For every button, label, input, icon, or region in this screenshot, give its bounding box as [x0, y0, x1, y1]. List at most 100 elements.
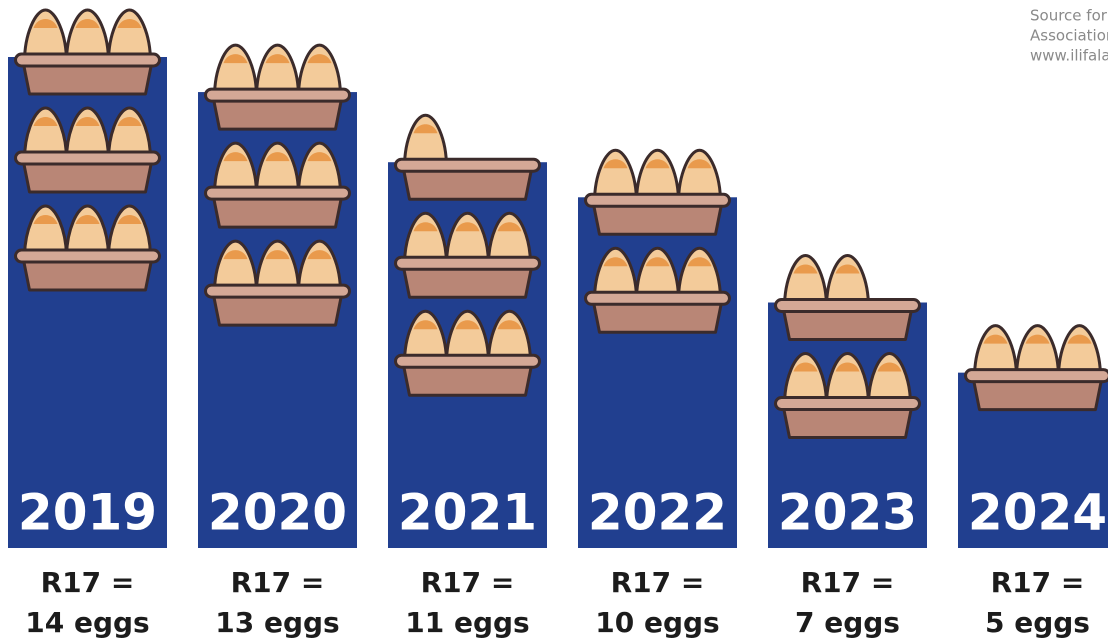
year-label: 2021: [398, 484, 537, 542]
egg-tray: [14, 8, 161, 96]
tray-body: [212, 293, 343, 327]
tray-rim: [394, 157, 541, 173]
egg-shade: [455, 222, 480, 232]
tray-rim: [204, 185, 351, 201]
egg: [634, 148, 681, 204]
egg-tray: [14, 204, 161, 292]
egg: [444, 309, 491, 365]
egg-shade: [877, 362, 902, 372]
egg: [22, 106, 69, 162]
egg-shade: [33, 215, 58, 224]
egg-tray: [964, 324, 1108, 412]
value-label: 14 eggs: [25, 606, 149, 639]
egg: [972, 324, 1019, 380]
tray-body: [402, 363, 533, 397]
egg: [22, 8, 69, 64]
year-label: 2020: [208, 484, 347, 542]
tray-body: [592, 300, 723, 334]
egg: [64, 204, 111, 260]
value-label: 11 eggs: [405, 606, 529, 639]
egg-shade: [307, 152, 332, 162]
source-line: Source for 2019-23: [1030, 7, 1108, 25]
egg-shade: [265, 54, 290, 64]
egg: [676, 246, 723, 302]
price-label: R17 =: [801, 566, 895, 599]
egg-shade: [413, 222, 438, 232]
egg-shade: [223, 54, 248, 64]
tray-body: [22, 160, 153, 194]
egg: [866, 351, 913, 407]
egg: [824, 351, 871, 407]
egg-tray: [774, 253, 921, 341]
egg: [444, 211, 491, 267]
egg: [64, 8, 111, 64]
egg-shade: [75, 117, 100, 126]
egg: [634, 246, 681, 302]
egg-shade: [307, 54, 332, 64]
price-label: R17 =: [611, 566, 705, 599]
egg-shade: [645, 159, 670, 169]
egg: [296, 239, 343, 295]
year-label: 2024: [968, 484, 1107, 542]
egg-tray: [204, 43, 351, 131]
egg-shade: [223, 250, 248, 260]
egg-shade: [1067, 334, 1092, 344]
tray-rim: [14, 248, 161, 264]
egg-shade: [33, 117, 58, 126]
tray-body: [592, 202, 723, 236]
tray-rim: [14, 52, 161, 68]
egg-shade: [835, 264, 860, 274]
egg: [254, 239, 301, 295]
price-label: R17 =: [421, 566, 515, 599]
tray-rim: [774, 298, 921, 313]
egg-tray: [394, 113, 541, 201]
egg-tray: [204, 239, 351, 327]
egg: [106, 204, 153, 260]
egg-shade: [413, 124, 438, 134]
egg-shade: [835, 362, 860, 372]
tray-body: [22, 62, 153, 96]
egg-shade: [497, 320, 522, 330]
egg-shade: [223, 152, 248, 162]
egg: [254, 141, 301, 197]
egg: [486, 211, 533, 267]
egg-shade: [1025, 334, 1050, 344]
egg-shade: [455, 320, 480, 330]
tray-body: [212, 97, 343, 131]
egg: [402, 309, 449, 365]
egg: [64, 106, 111, 162]
egg-shade: [33, 19, 58, 28]
egg: [592, 148, 639, 204]
egg: [296, 43, 343, 99]
egg-shade: [117, 19, 142, 28]
egg: [106, 8, 153, 64]
egg-shade: [265, 250, 290, 260]
tray-body: [972, 378, 1103, 412]
egg: [402, 113, 449, 169]
egg-tray: [774, 351, 921, 439]
tray-rim: [394, 255, 541, 271]
tray-rim: [204, 283, 351, 299]
egg: [592, 246, 639, 302]
value-label: 10 eggs: [595, 606, 719, 639]
egg-shade: [117, 117, 142, 126]
egg-shade: [117, 215, 142, 224]
egg-shade: [307, 250, 332, 260]
tray-rim: [584, 290, 731, 306]
egg-shade: [413, 320, 438, 330]
year-label: 2022: [588, 484, 727, 542]
egg: [782, 351, 829, 407]
tray-rim: [964, 368, 1108, 384]
tray-body: [212, 195, 343, 229]
egg-tray: [394, 309, 541, 397]
egg-shade: [75, 215, 100, 224]
egg-shade: [983, 334, 1008, 344]
egg-shade: [687, 257, 712, 267]
egg: [212, 141, 259, 197]
egg-shade: [793, 264, 818, 274]
tray-body: [782, 406, 913, 439]
egg-shade: [603, 257, 628, 267]
egg-tray: [204, 141, 351, 229]
price-label: R17 =: [41, 566, 135, 599]
